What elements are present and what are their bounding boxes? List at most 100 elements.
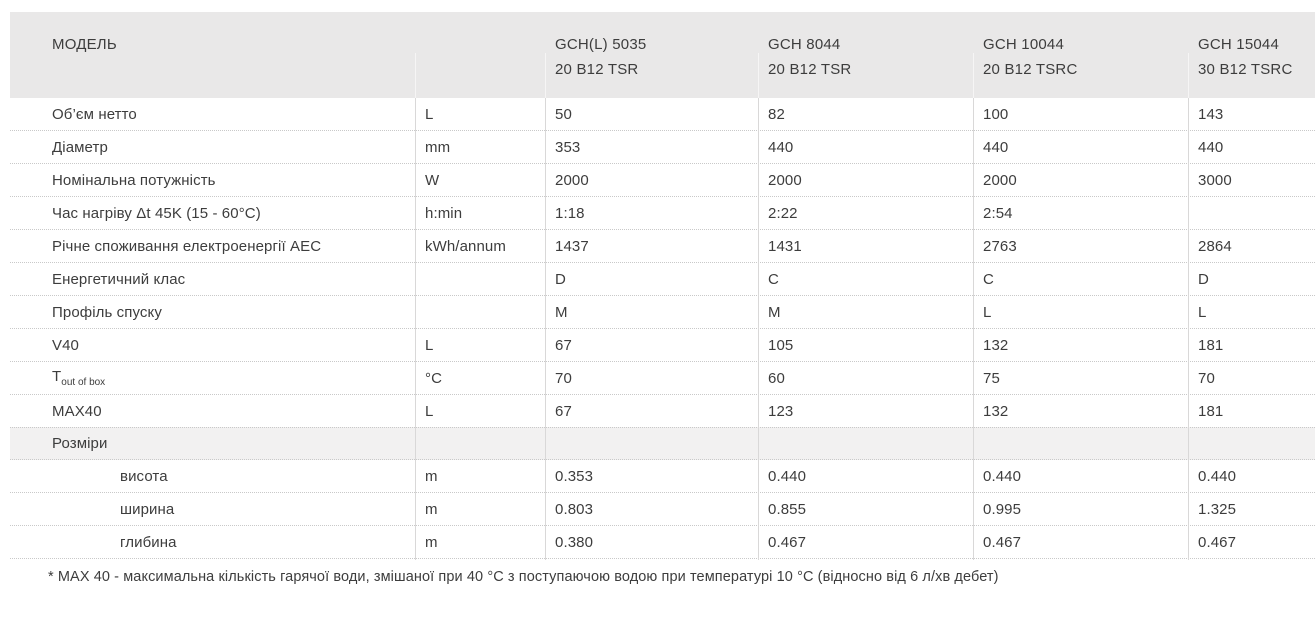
table-row: Профіль спуску M M L L (10, 296, 1315, 329)
row-unit: W (425, 171, 440, 189)
unit-column-header (415, 12, 545, 98)
row-label: Розміри (52, 435, 108, 452)
row-value: 123 (768, 402, 794, 420)
row-value: M (555, 303, 568, 321)
row-value: 82 (768, 105, 785, 123)
row-value: 440 (768, 138, 794, 156)
row-value: 0.440 (983, 467, 1022, 485)
column-divider-5 (1188, 53, 1189, 98)
model-name-line1: GCH 8044 (768, 36, 841, 53)
row-value: 0.467 (983, 533, 1022, 551)
row-label: Об’єм нетто (52, 105, 137, 123)
model-column-title: МОДЕЛЬ (52, 36, 117, 53)
model-name-line1: GCH 15044 (1198, 36, 1280, 53)
row-value: 440 (983, 138, 1009, 156)
model-header-1: GCH(L) 5035 20 B12 TSR (545, 12, 758, 98)
row-unit: mm (425, 138, 451, 156)
model-name-line2: 20 B12 TSR (768, 61, 852, 78)
row-value: 0.803 (555, 500, 594, 518)
section-row: Розміри (10, 427, 1315, 460)
column-divider-2 (545, 53, 546, 98)
row-unit: L (425, 336, 434, 354)
row-label: висота (120, 467, 168, 485)
table-row: Річне споживання електроенергії AEC kWh/a… (10, 230, 1315, 263)
model-name-line2: 30 B12 TSRC (1198, 61, 1293, 78)
row-value: 1431 (768, 237, 802, 255)
row-unit: kWh/annum (425, 237, 506, 255)
row-value: 132 (983, 402, 1009, 420)
table-row: Діаметр mm 353 440 440 440 (10, 131, 1315, 164)
spec-table: МОДЕЛЬ GCH(L) 5035 20 B12 TSR GCH 8044 20 B… (10, 12, 1315, 560)
row-label: глибина (120, 533, 177, 551)
row-value: 353 (555, 138, 581, 156)
row-value: D (555, 270, 566, 288)
row-label: ширина (120, 500, 175, 518)
row-unit: m (425, 533, 438, 551)
column-divider-5 (1188, 98, 1189, 560)
row-value: 2000 (555, 171, 589, 189)
row-unit: m (425, 467, 438, 485)
table-header: МОДЕЛЬ GCH(L) 5035 20 B12 TSR GCH 8044 20 B… (10, 12, 1315, 98)
model-name-line2: 20 B12 TSR (555, 61, 639, 78)
row-unit: m (425, 500, 438, 518)
row-value: 2:54 (983, 204, 1013, 222)
row-value: 2000 (983, 171, 1017, 189)
model-name-line2: 20 B12 TSRC (983, 61, 1078, 78)
row-value: 0.440 (768, 467, 807, 485)
row-value: 2864 (1198, 237, 1232, 255)
row-value: 3000 (1198, 171, 1232, 189)
row-unit: L (425, 105, 434, 123)
row-unit: °C (425, 369, 443, 387)
row-value: 2763 (983, 237, 1017, 255)
row-value: 0.467 (768, 533, 807, 551)
row-value: 0.467 (1198, 533, 1237, 551)
row-label: Енергетичний клас (52, 270, 186, 288)
row-value: 70 (1198, 369, 1215, 387)
table-row: Об’єм нетто L 50 82 100 143 (10, 98, 1315, 131)
column-divider-4 (973, 98, 974, 560)
row-label: Профіль спуску (52, 303, 162, 321)
model-header-2: GCH 8044 20 B12 TSR (758, 12, 973, 98)
row-value: 1.325 (1198, 500, 1237, 518)
row-label: Номінальна потужність (52, 171, 216, 189)
row-value: 100 (983, 105, 1009, 123)
model-name-line1: GCH(L) 5035 (555, 36, 647, 53)
row-value: C (768, 270, 779, 288)
row-value: 181 (1198, 402, 1224, 420)
row-value: L (983, 303, 992, 321)
dimension-row: ширина m 0.803 0.855 0.995 1.325 (10, 493, 1315, 526)
row-value: 70 (555, 369, 572, 387)
row-unit: L (425, 402, 434, 420)
row-value: 0.353 (555, 467, 594, 485)
table-row: Номінальна потужність W 2000 2000 2000 3000 (10, 164, 1315, 197)
row-value: 1437 (555, 237, 589, 255)
row-value: 50 (555, 105, 572, 123)
row-label: Tout of box (10, 368, 415, 388)
row-label: MAX40 (52, 402, 102, 420)
row-value: 181 (1198, 336, 1224, 354)
row-value: 132 (983, 336, 1009, 354)
row-value: L (1198, 303, 1207, 321)
row-label: Діаметр (52, 138, 108, 156)
row-value: D (1198, 270, 1209, 288)
row-value: M (768, 303, 781, 321)
row-value: 0.995 (983, 500, 1022, 518)
row-label-main: T (52, 368, 62, 385)
column-divider-3 (758, 53, 759, 98)
column-divider-1 (415, 98, 416, 560)
row-unit: h:min (425, 204, 463, 222)
column-divider-3 (758, 98, 759, 560)
column-divider-2 (545, 98, 546, 560)
column-divider-4 (973, 53, 974, 98)
row-label: Річне споживання електроенергії AEC (52, 237, 322, 255)
table-body: Об’єм нетто L 50 82 100 143 Діаметр mm 353 440 440… (10, 98, 1315, 559)
row-value: 60 (768, 369, 785, 387)
row-value: 440 (1198, 138, 1224, 156)
row-value: 143 (1198, 105, 1224, 123)
row-value: 2:22 (768, 204, 798, 222)
row-value: 75 (983, 369, 1000, 387)
model-header-4: GCH 15044 30 B12 TSRC (1188, 12, 1315, 98)
row-value: 2000 (768, 171, 802, 189)
table-row: Час нагріву Δt 45K (15 - 60°C) h:min 1:18 2… (10, 197, 1315, 230)
